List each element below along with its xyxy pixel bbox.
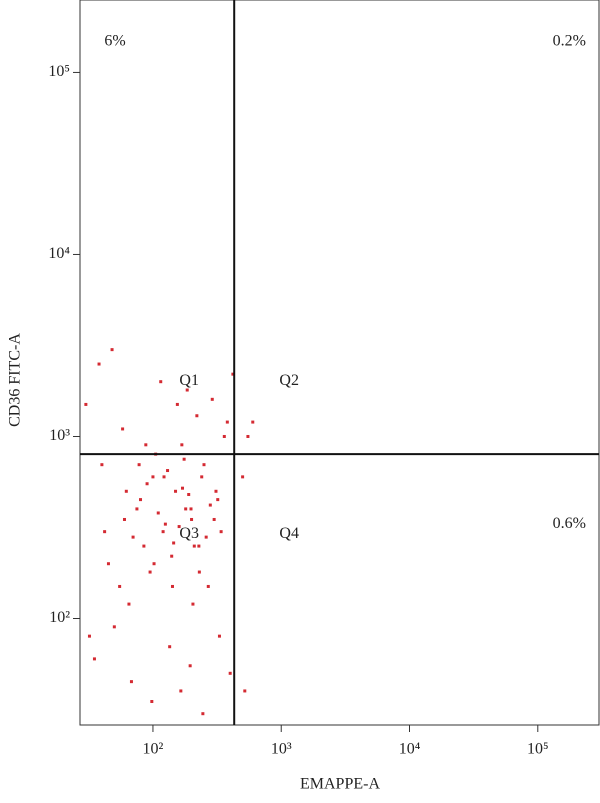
y-tick-label: 10² (49, 609, 70, 626)
point (122, 517, 126, 521)
point (197, 570, 201, 574)
y-tick-label: 10⁴ (48, 245, 70, 262)
point (214, 489, 218, 493)
x-tick-label: 10³ (271, 741, 292, 758)
x-tick-label: 10⁴ (399, 741, 421, 758)
point (112, 625, 116, 629)
y-tick-label: 10³ (49, 427, 70, 444)
point (168, 645, 172, 649)
point (92, 657, 96, 661)
point (192, 544, 196, 548)
point (195, 414, 199, 418)
point (127, 602, 131, 606)
point (87, 634, 91, 638)
point (191, 602, 195, 606)
point (210, 397, 214, 401)
y-axis-label: CD36 FITC-A (7, 333, 24, 427)
point (181, 486, 185, 490)
point (175, 402, 179, 406)
point (124, 489, 128, 493)
point (197, 544, 201, 548)
point (142, 544, 146, 548)
point (152, 562, 156, 566)
point (106, 562, 110, 566)
point (100, 463, 104, 467)
y-tick-label: 10⁵ (48, 63, 70, 80)
point (174, 489, 178, 493)
point (97, 362, 101, 366)
point (190, 517, 194, 521)
point (241, 475, 245, 479)
point (177, 525, 181, 529)
point (163, 522, 167, 526)
point (206, 584, 210, 588)
point (216, 498, 220, 502)
plot-frame (79, 0, 600, 726)
point (131, 535, 135, 539)
point (228, 671, 232, 675)
point (184, 507, 188, 511)
point (251, 420, 255, 424)
point (148, 570, 152, 574)
point (118, 584, 122, 588)
point (179, 689, 183, 693)
point (222, 434, 226, 438)
point (217, 634, 221, 638)
point (212, 517, 216, 521)
point (180, 443, 184, 447)
point (172, 541, 176, 545)
point (162, 475, 166, 479)
quadrant-label: Q4 (279, 525, 299, 542)
point (182, 457, 186, 461)
point (219, 530, 223, 534)
point (166, 469, 170, 473)
point (225, 420, 229, 424)
point (170, 584, 174, 588)
x-tick-label: 10² (143, 741, 164, 758)
quadrant-percent: 0.2% (553, 33, 586, 50)
x-axis-label: EMAPPE-A (300, 776, 380, 793)
point (139, 498, 143, 502)
point (200, 475, 204, 479)
point (201, 712, 205, 716)
point (170, 554, 174, 558)
quadrant-label: Q2 (279, 372, 299, 389)
point (159, 380, 163, 384)
point (121, 427, 125, 431)
point (187, 493, 191, 497)
x-tick-label: 10⁵ (527, 741, 549, 758)
quadrant-percent: 6% (104, 33, 125, 50)
point (204, 535, 208, 539)
point (135, 507, 139, 511)
point (156, 511, 160, 515)
point (103, 530, 107, 534)
point (202, 463, 206, 467)
point (129, 680, 133, 684)
point (246, 434, 250, 438)
point (189, 507, 193, 511)
point (137, 463, 141, 467)
quadrant-label: Q1 (179, 372, 199, 389)
point (185, 388, 189, 392)
point (150, 700, 154, 704)
quadrant-percent: 0.6% (553, 515, 586, 532)
point (110, 348, 114, 352)
point (231, 372, 235, 376)
point (161, 530, 165, 534)
point (151, 475, 155, 479)
point (208, 503, 212, 507)
point (144, 443, 148, 447)
quadrant-label: Q3 (179, 525, 199, 542)
point (243, 689, 247, 693)
point (188, 664, 192, 668)
point (84, 402, 88, 406)
point (145, 482, 149, 486)
